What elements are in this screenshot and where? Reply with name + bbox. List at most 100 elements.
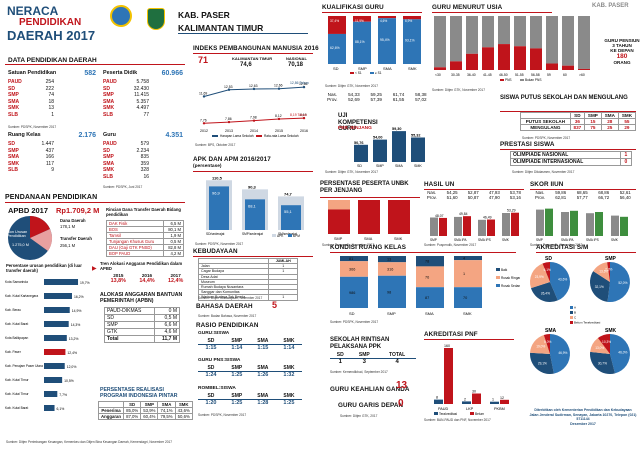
- legend-lt: < S1: [355, 71, 362, 74]
- usia-category: 51-55: [515, 73, 524, 77]
- kab-value: 6,1%: [57, 407, 65, 411]
- table-cell: Prov.: [535, 195, 545, 200]
- pie-slice: [597, 334, 610, 354]
- stat-row: SMK 117: [8, 161, 54, 168]
- divider: [193, 171, 313, 172]
- donut-non-label: Non Urusan Pendidikan: [7, 230, 28, 238]
- table-cell: SMP: [223, 365, 250, 372]
- table-cell: 53,16: [509, 195, 521, 200]
- hls-point: [302, 85, 306, 89]
- stat-row: SD 222: [8, 86, 54, 93]
- kab-value: 7,7%: [59, 393, 67, 397]
- kondisi-value: 76: [425, 275, 429, 279]
- kab-bar: [44, 349, 66, 355]
- table-cell: TOTAL: [378, 352, 416, 359]
- table-cell: SMA: [249, 365, 276, 372]
- tren-value: 14,4%: [139, 278, 155, 284]
- divider: [500, 149, 636, 150]
- hls-value: 12,86: [299, 82, 308, 86]
- usia-non-bar: [482, 16, 494, 48]
- table-row: Warisan Budaya Tak Benda 1: [197, 294, 298, 301]
- kual-lt-bar: [328, 16, 346, 34]
- iiun-category: SMA IPA: [561, 238, 574, 242]
- table-cell: SD: [330, 352, 351, 359]
- table-cell: 1:25: [283, 400, 295, 406]
- kab-label: Kab. Penajam Paser Utara: [5, 364, 43, 368]
- un-2017-bar: [439, 217, 447, 236]
- table-cell: 1: [268, 294, 298, 301]
- legend-swatch: [570, 311, 573, 314]
- kab-value: 19,7%: [80, 281, 90, 285]
- table-cell: 57,02: [415, 97, 427, 102]
- usia-category: 30-35: [451, 73, 460, 77]
- table-row: OLIMPIADE NASIONAL 1: [510, 151, 633, 159]
- usia-non-bar: [514, 16, 526, 47]
- table-cell: 56,40: [619, 195, 631, 200]
- table-cell: PUTUS SEKOLAH: [520, 118, 571, 125]
- kualifikasi-bar-chart: 62,6% 37,4% SD 88,1% 11,9% SMP 95,4% 4,6% SMA 93,…: [328, 16, 421, 74]
- title-line1: NERACA: [7, 4, 59, 18]
- table-cell: 0 M: [153, 307, 181, 315]
- data-pendidikan-title: DATA PENDIDIKAN DAERAH: [8, 57, 97, 64]
- kab-label: Kab. Kutai Timur: [5, 378, 30, 382]
- un-2016-bar: [502, 213, 510, 236]
- unbk-category: SMP: [334, 237, 343, 241]
- rincian-title: Rincian Dana Transfer Daerah Bidang pend…: [106, 207, 181, 217]
- table-cell: PAUD-DIKMAS: [104, 307, 155, 315]
- stat-value: 74: [48, 92, 54, 99]
- uk-value: 55,32: [411, 133, 421, 137]
- table-cell: 1: [619, 151, 633, 159]
- pnf-value: 8: [436, 396, 438, 400]
- guru-label: Guru: [103, 132, 116, 138]
- pie-slice: [610, 334, 630, 374]
- table-cell: 6,6 M: [153, 321, 181, 329]
- tren-value: 13,8%: [110, 278, 126, 284]
- bahasa-value: 5: [272, 300, 278, 310]
- pnf-belum-value: 12: [500, 396, 504, 400]
- peserta-rows: PAUD 5.758 SD 32.430 SMP 11.415 SMA 5.357 SMK 4.4…: [103, 79, 193, 119]
- pie-value: 2,3%: [605, 268, 612, 272]
- pie-slice: [543, 334, 550, 354]
- kab-label: Kota Samarinda: [5, 280, 28, 284]
- pip-title: PERSENTASE REALISASI PROGRAM INDONESIA P…: [100, 387, 178, 399]
- table-cell: 61,55: [392, 97, 405, 102]
- table-cell: SMP: [350, 352, 379, 359]
- table-cell: 1:15: [257, 345, 269, 351]
- table-cell: 51,60: [446, 195, 458, 200]
- divider: [193, 256, 313, 257]
- stat-value: 1: [51, 111, 54, 118]
- stat-label: SMK: [8, 105, 20, 112]
- table-cell: 74,1%: [157, 407, 176, 414]
- kual-lt-bar: [353, 16, 371, 22]
- table-row: Total 11,7 M: [104, 335, 181, 343]
- usia-category: 60: [563, 73, 567, 77]
- kondisi-sedang-bar: [378, 275, 406, 308]
- stat-row: PAUD 5.758: [103, 79, 149, 86]
- pie-value: 10,3%: [602, 340, 611, 344]
- table-cell: SMA: [249, 393, 276, 400]
- apm-bar: [281, 205, 301, 230]
- table-row: GTK 4,6 M: [104, 328, 181, 336]
- source-note: Sumber: Ditjen GTK, November 2017: [432, 88, 485, 92]
- garis-depan-title: GURU GARIS DEPAN: [338, 402, 404, 409]
- rasio-rb-label: ROMBEL:SISWA: [198, 386, 236, 391]
- stat-value: 5.357: [136, 98, 149, 105]
- ipm-kab-label: KALIMANTAN TIMUR: [232, 56, 273, 61]
- rls-point: [277, 117, 281, 121]
- stat-label: SLB: [8, 167, 18, 174]
- un-value: 48,07: [435, 214, 444, 218]
- rasio-gs-table: SD SMP SMA SMK 1:15 1:14 1:15 1:14: [198, 338, 302, 351]
- stat-row: SMP 74: [8, 92, 54, 99]
- table-cell: 59,25: [370, 92, 382, 97]
- stat-value: 5.758: [136, 79, 149, 85]
- divider: [424, 189, 524, 190]
- pie-value: 19,0%: [536, 344, 545, 348]
- pie-title: SMP: [605, 256, 617, 262]
- apk-value: 110,5: [212, 175, 223, 180]
- stat-label: PAUD: [103, 79, 117, 85]
- table-cell: BOP PAUD: [106, 250, 164, 257]
- un-2016-bar: [430, 217, 438, 236]
- pie-title: SMK: [605, 328, 617, 334]
- unbk-category: SMK: [394, 237, 403, 241]
- pie-value: 43,6%: [558, 278, 567, 282]
